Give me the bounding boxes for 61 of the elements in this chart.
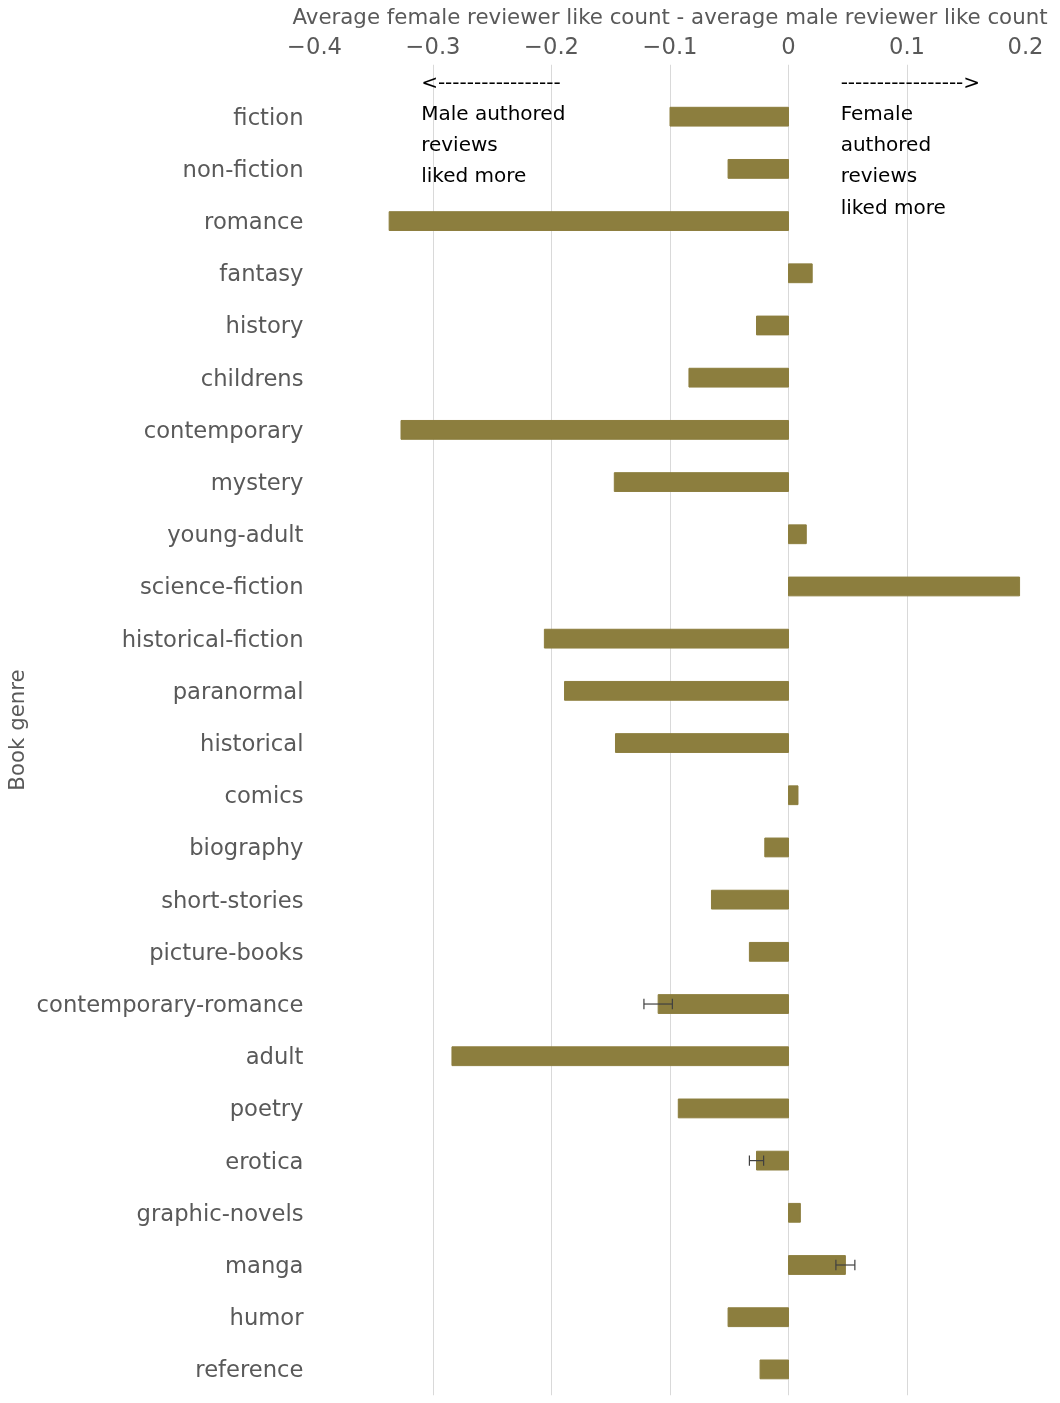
bar <box>788 785 799 806</box>
bar <box>759 1359 789 1380</box>
y-tick-label: manga <box>224 1252 304 1279</box>
bar <box>727 1307 789 1328</box>
bar <box>764 837 789 858</box>
annotation: -----------------> Female authored reviews liked more <box>840 69 981 219</box>
y-tick-label: mystery <box>210 469 304 496</box>
bar <box>543 628 789 649</box>
bar <box>788 1255 846 1275</box>
bar <box>788 263 813 284</box>
bar <box>788 1202 801 1223</box>
y-tick-label: non-fiction <box>182 155 304 182</box>
y-tick-label: humor <box>229 1304 305 1331</box>
y-tick-label: contemporary-romance <box>36 991 304 1018</box>
bar <box>613 472 789 492</box>
bar <box>400 419 789 440</box>
x-tick-label: −0.4 <box>286 32 343 59</box>
bar <box>677 1098 789 1119</box>
y-tick-label: comics <box>224 782 304 809</box>
bar <box>564 680 789 701</box>
y-tick-label: picture-books <box>149 938 304 965</box>
y-tick-label: historical <box>200 730 304 757</box>
y-tick-label: history <box>225 312 304 339</box>
x-tick-label: −0.3 <box>405 32 461 59</box>
x-tick-label: −0.1 <box>642 32 698 59</box>
y-tick-label: historical-fiction <box>121 625 304 652</box>
y-tick-label: poetry <box>229 1095 304 1122</box>
x-axis-title: Average female reviewer like count - average male reviewer like count <box>292 3 1048 29</box>
y-tick-label: romance <box>204 208 304 235</box>
y-tick-label: fiction <box>233 103 304 130</box>
y-tick-label: biography <box>189 834 304 861</box>
bar <box>727 159 789 179</box>
x-tick-label: 0.1 <box>888 32 926 59</box>
y-tick-label: childrens <box>200 364 304 391</box>
y-tick-label: adult <box>245 1043 304 1070</box>
x-tick-label: 0.2 <box>1007 32 1044 59</box>
bar <box>614 733 789 753</box>
bar <box>657 994 789 1014</box>
bar <box>388 211 789 231</box>
bar <box>451 1046 789 1067</box>
bar <box>788 576 1021 597</box>
y-tick-label: short-stories <box>161 886 304 913</box>
bar <box>748 941 789 962</box>
y-tick-label: science-fiction <box>139 573 304 600</box>
y-tick-label: contemporary <box>143 416 304 443</box>
y-tick-label: reference <box>195 1356 304 1383</box>
bar <box>669 106 789 127</box>
bar <box>756 315 789 336</box>
x-tick-label: 0 <box>781 32 796 59</box>
bar <box>788 524 807 545</box>
y-tick-label: graphic-novels <box>136 1199 304 1226</box>
x-tick-label: −0.2 <box>523 32 580 59</box>
y-axis-title: Book genre <box>3 669 29 791</box>
bar <box>756 1150 789 1171</box>
y-tick-label: paranormal <box>172 677 304 704</box>
y-tick-label: erotica <box>225 1147 304 1174</box>
annotation: <----------------- Male authored reviews liked more <box>421 69 566 188</box>
bar <box>710 889 789 910</box>
bar <box>688 367 789 388</box>
y-tick-label: fantasy <box>219 260 304 287</box>
y-tick-label: young-adult <box>167 521 304 548</box>
